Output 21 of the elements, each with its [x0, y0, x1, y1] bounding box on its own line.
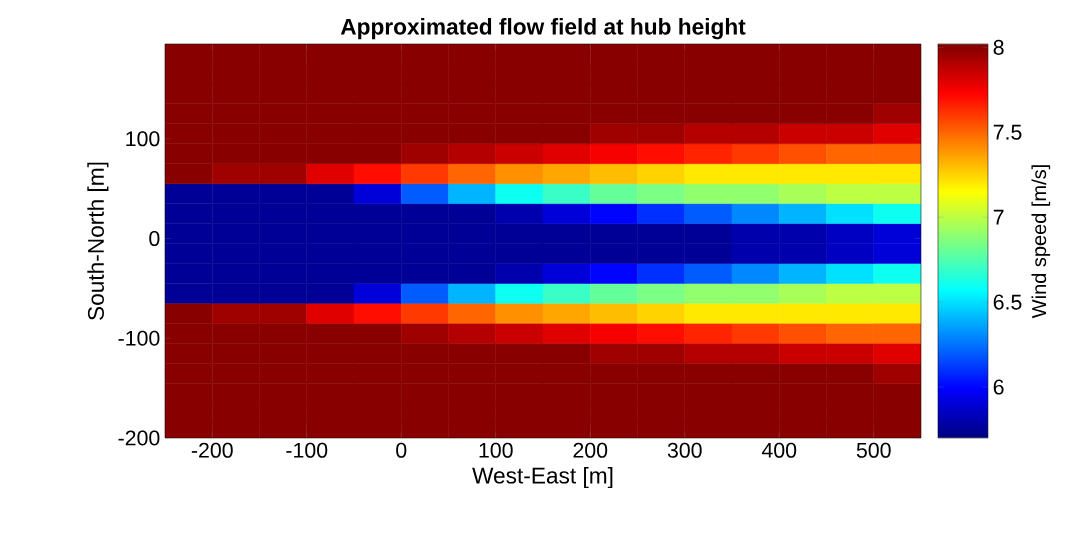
x-tick-label: 300 — [667, 442, 702, 458]
x-tick-label: 400 — [761, 442, 797, 458]
x-tick-label: -200 — [191, 442, 233, 458]
color-bar-label: 6.5 — [993, 294, 1022, 310]
y-tick-label: 0 — [149, 230, 160, 247]
x-axis-title: West-East [m] — [472, 466, 613, 489]
color-bar-label: 7 — [993, 209, 1004, 225]
x-tick-label: 500 — [856, 442, 891, 458]
x-tick-label: -100 — [286, 442, 328, 458]
color-bar-label: 7.5 — [993, 124, 1022, 140]
color-bar-label: 8 — [993, 39, 1004, 55]
y-axis-title: South-North [m] — [87, 162, 109, 320]
y-tick-label: -100 — [118, 330, 160, 346]
x-tick-label: 0 — [396, 442, 407, 458]
x-tick-label: 100 — [479, 442, 513, 458]
color-bar-title: Wind speed [m/s] — [1031, 165, 1051, 319]
x-tick-label: 200 — [573, 442, 608, 458]
chart-title: Approximated flow field at hub height — [340, 18, 746, 40]
y-tick-label: -200 — [118, 430, 160, 446]
color-bar-label: 6 — [993, 379, 1004, 395]
y-tick-label: 100 — [126, 131, 160, 147]
